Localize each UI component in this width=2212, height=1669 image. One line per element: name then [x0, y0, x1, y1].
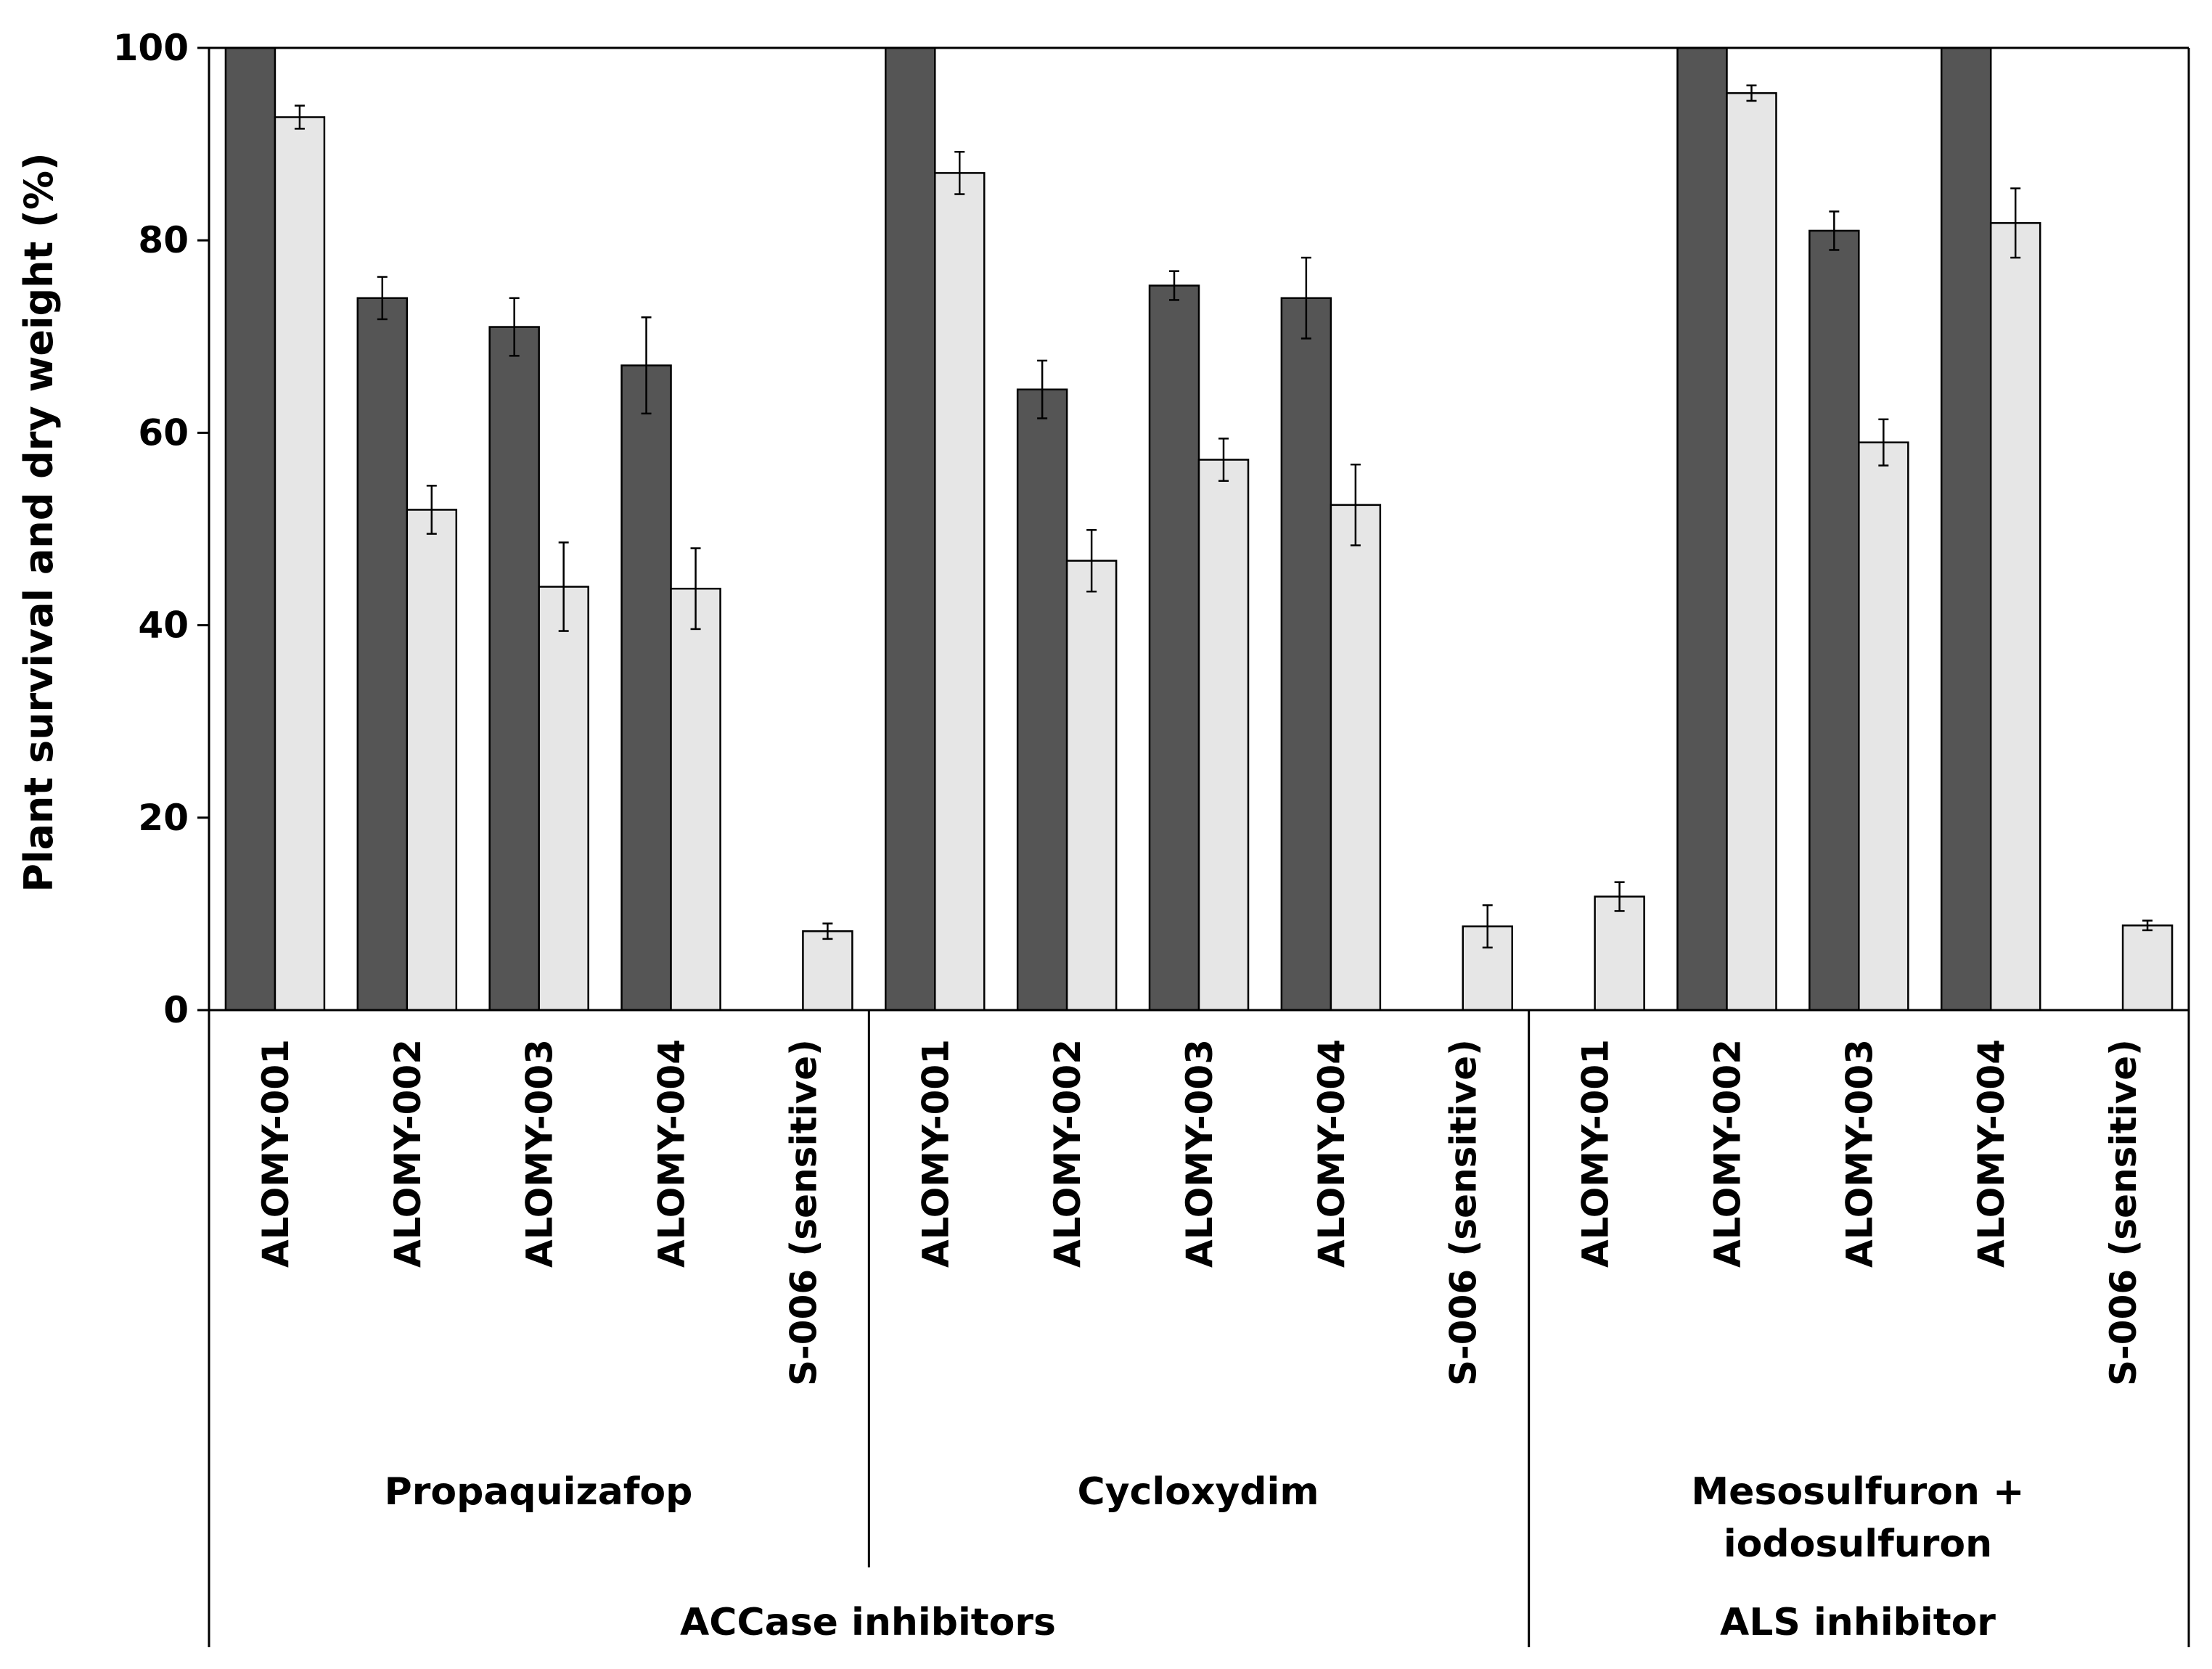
y-axis-label: Plant survival and dry weight (%): [16, 152, 62, 892]
dry-weight-bar: [670, 587, 721, 1012]
survival-bar: [356, 297, 409, 1012]
survival-bar: [1148, 284, 1200, 1012]
category-label: S-006 (sensitive): [2102, 1039, 2145, 1386]
dry-weight-bar: [802, 930, 853, 1012]
category-label: ALOMY-004: [651, 1039, 693, 1268]
survival-bar: [224, 46, 276, 1012]
category-label: ALOMY-004: [1311, 1039, 1353, 1268]
dry-weight-bar: [1594, 895, 1645, 1012]
category-label: S-006 (sensitive): [1443, 1039, 1485, 1386]
herbicide-label-cycloxydim: Cycloxydim: [1077, 1470, 1319, 1514]
y-tick-label: 100: [113, 27, 189, 69]
dry-weight-bar: [274, 116, 326, 1012]
survival-bar: [1808, 229, 1860, 1012]
herbicide-label-iodosulfuron: iodosulfuron: [1724, 1522, 1992, 1566]
dry-weight-bar: [1726, 92, 1777, 1012]
category-label: ALOMY-001: [914, 1039, 957, 1268]
survival-bar: [1016, 388, 1068, 1012]
dry-weight-bar: [1197, 459, 1250, 1012]
category-label: ALOMY-003: [1838, 1039, 1880, 1268]
herbicide-label-propaquizafop: Propaquizafop: [385, 1470, 693, 1514]
y-tick-label: 20: [138, 797, 189, 839]
dry-weight-bar: [1065, 559, 1118, 1012]
dry-weight-bar: [2121, 924, 2174, 1012]
herbicide-label-mesosulfuron: Mesosulfuron +: [1691, 1470, 2024, 1514]
category-label: ALOMY-001: [255, 1039, 297, 1268]
survival-bar: [1940, 46, 1992, 1012]
category-label: ALOMY-003: [1179, 1039, 1221, 1268]
y-tick-label: 80: [138, 219, 189, 261]
dry-weight-bar: [406, 509, 458, 1012]
survival-bar: [1280, 297, 1332, 1012]
dry-weight-bar: [1989, 222, 2041, 1012]
survival-bar: [488, 326, 540, 1012]
y-tick-label: 0: [163, 989, 189, 1031]
survival-bar: [885, 46, 936, 1012]
dry-weight-bar: [934, 172, 986, 1012]
category-label: ALOMY-002: [1706, 1039, 1748, 1268]
dry-weight-bar: [538, 586, 589, 1012]
survival-bar: [1676, 46, 1728, 1012]
y-tick-label: 40: [138, 604, 189, 647]
dry-weight-bar: [1330, 504, 1382, 1012]
category-label: ALOMY-004: [1970, 1039, 2012, 1268]
category-label: ALOMY-002: [1046, 1039, 1089, 1268]
survival-bar: [620, 364, 672, 1012]
y-tick-label: 60: [138, 411, 189, 454]
category-label: S-006 (sensitive): [782, 1039, 824, 1386]
class-label-accase: ACCase inhibitors: [680, 1601, 1056, 1644]
dry-weight-bar: [1858, 441, 1909, 1012]
class-label-als: ALS inhibitor: [1720, 1601, 1996, 1644]
category-label: ALOMY-001: [1575, 1039, 1617, 1268]
category-label: ALOMY-003: [519, 1039, 561, 1268]
category-label: ALOMY-002: [387, 1039, 429, 1268]
